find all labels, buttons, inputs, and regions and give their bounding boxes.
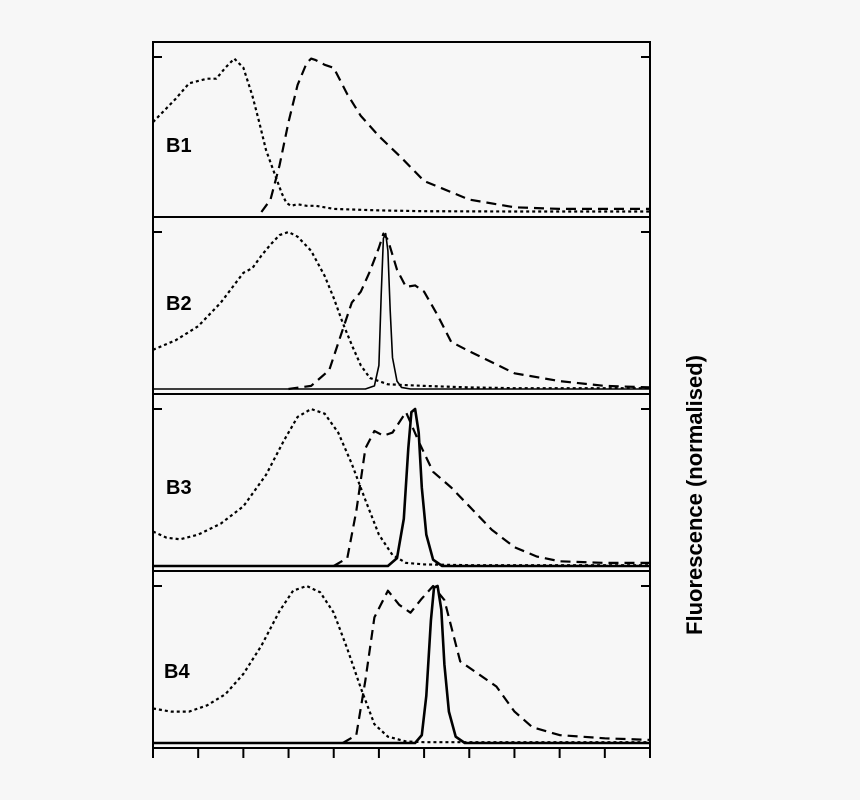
series-dotted-line [152,407,650,567]
y-axis-label: Fluorescence (normalised) [682,355,707,635]
series-dotted-line [152,230,650,390]
x-ticks-group [152,748,651,758]
panel-label: B3 [166,477,192,499]
panel-frame [152,570,651,749]
panel-label: B2 [166,293,192,315]
panel-b1: B1 [152,41,651,218]
series-dotted-line [152,584,650,744]
series-dotted-line [152,57,650,213]
panel-b4: B4 [152,570,651,749]
series-dashed-line [288,232,651,391]
series-solid-line [153,232,650,390]
panels-group: B1 B2 B3 B4 [152,41,651,749]
panel-frame [152,216,651,395]
series-dashed-line [342,584,651,744]
series-dashed-line [260,57,650,213]
series-solid-line [153,584,650,745]
panel-frame [152,41,651,218]
panel-b2: B2 [152,216,651,395]
panel-b3: B3 [152,393,651,572]
panel-label: B1 [166,135,192,157]
series-solid-line [153,407,650,568]
panel-label: B4 [164,661,190,683]
series-dashed-line [333,411,650,567]
